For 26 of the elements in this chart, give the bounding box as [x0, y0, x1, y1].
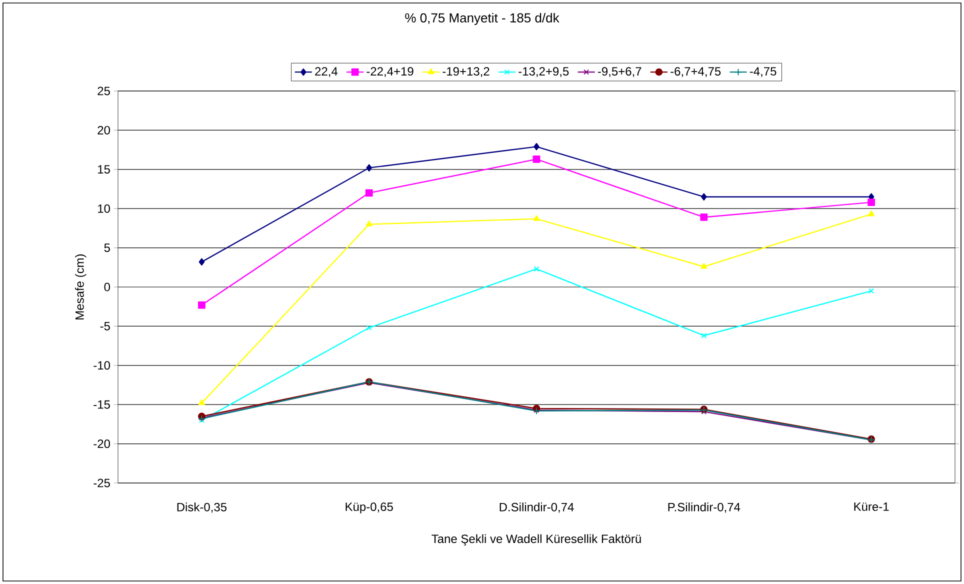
y-tick-label: 15: [98, 165, 110, 174]
legend-label: -4,75: [750, 67, 776, 77]
y-tick-label: -20: [94, 440, 110, 448]
legend-label: -9,5+6,7: [598, 67, 642, 78]
y-tick-label: -10: [94, 361, 110, 370]
y-tick-label: 0: [104, 282, 110, 292]
y-axis-title: Mesafe (cm): [75, 254, 86, 320]
y-tick-label: 20: [98, 126, 110, 134]
x-axis-title: Tane Şekli ve Wadell Küresellik Faktörü: [432, 534, 641, 546]
y-tick-label: 10: [98, 204, 110, 213]
y-tick-label: -5: [100, 322, 110, 330]
y-tick-label: 5: [104, 244, 110, 252]
x-tick-label: Küp-0,65: [346, 502, 393, 514]
legend-label: -19+13,2: [442, 67, 490, 78]
y-tick-label: -25: [94, 478, 110, 488]
y-tick-label: 25: [98, 86, 110, 96]
chart-title: % 0,75 Manyetit - 185 d/dk: [405, 12, 560, 26]
legend-label: -13,2+9,5: [518, 67, 569, 78]
legend-label: 22,4: [315, 67, 338, 78]
x-tick-label: P.Silindir-0,74: [668, 502, 740, 513]
legend-label: -22,4+19: [366, 67, 414, 78]
x-tick-label: Küre-1: [854, 502, 889, 511]
x-tick-label: Disk-0,35: [177, 502, 227, 513]
legend-label: -6,7+4,75: [670, 67, 721, 78]
x-tick-label: D.Silindir-0,74: [500, 502, 574, 513]
y-tick-label: -15: [94, 400, 110, 409]
